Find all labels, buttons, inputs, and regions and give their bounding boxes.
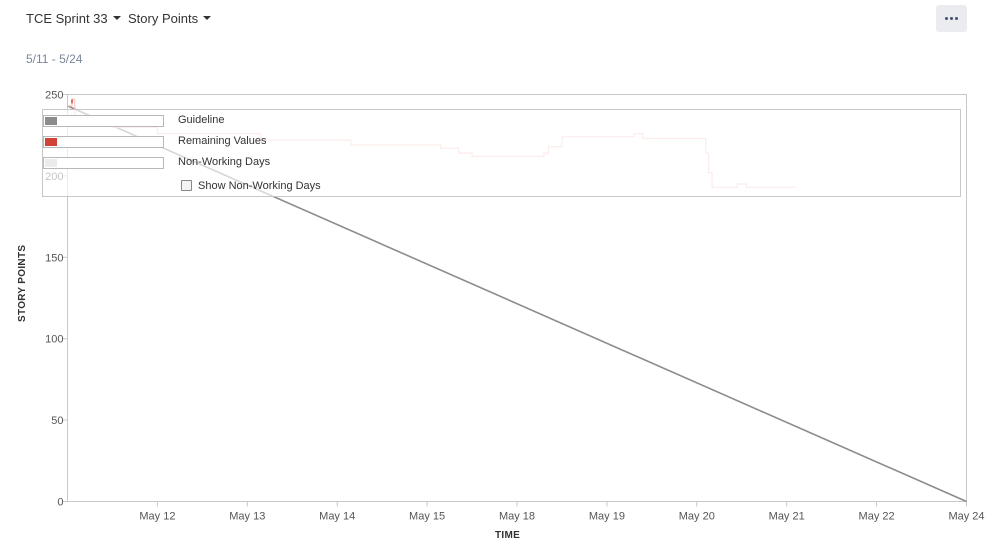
show-non-working-days-label: Show Non-Working Days xyxy=(198,180,321,192)
x-tick-label: May 14 xyxy=(319,511,355,523)
sprint-dropdown[interactable]: TCE Sprint 33 xyxy=(26,11,121,26)
y-tick-label: 50 xyxy=(51,415,63,427)
legend-item-remaining[interactable]: Remaining Values xyxy=(43,135,343,148)
x-tick-label: May 18 xyxy=(499,511,535,523)
x-tick-label: May 15 xyxy=(409,511,445,523)
x-tick-label: May 21 xyxy=(769,511,805,523)
legend-swatch-box xyxy=(43,136,164,148)
caret-down-icon xyxy=(112,16,121,20)
y-axis-label: STORY POINTS xyxy=(17,244,28,322)
x-axis-label: TIME xyxy=(495,530,521,541)
sprint-date-range: 5/11 - 5/24 xyxy=(26,52,83,66)
ellipsis-dot xyxy=(955,17,958,20)
y-tick-label: 250 xyxy=(45,90,63,102)
x-tick-label: May 24 xyxy=(948,511,984,523)
legend-swatch-box xyxy=(43,157,164,169)
legend-label-nonworking: Non-Working Days xyxy=(178,156,271,168)
x-tick-label: May 19 xyxy=(589,511,625,523)
chart-legend: Guideline Remaining Values Non-Working D… xyxy=(42,109,961,197)
x-tick-label: May 22 xyxy=(859,511,895,523)
estimation-dropdown-label: Story Points xyxy=(128,11,199,26)
show-non-working-days-toggle[interactable]: Show Non-Working Days xyxy=(181,180,381,194)
chart-header: TCE Sprint 33 Story Points xyxy=(0,0,998,40)
ellipsis-dot xyxy=(950,17,953,20)
legend-swatch-box xyxy=(43,115,164,127)
more-actions-button[interactable] xyxy=(936,5,967,32)
legend-swatch-guideline xyxy=(45,117,57,125)
legend-item-guideline[interactable]: Guideline xyxy=(43,114,343,127)
x-tick-label: May 13 xyxy=(229,511,265,523)
legend-label-guideline: Guideline xyxy=(178,114,225,126)
y-tick-label: 150 xyxy=(45,252,63,264)
x-tick-label: May 20 xyxy=(679,511,715,523)
y-tick-label: 100 xyxy=(45,334,63,346)
ellipsis-icon xyxy=(945,17,948,20)
legend-swatch-nonworking xyxy=(45,159,57,167)
legend-item-nonworking[interactable]: Non-Working Days xyxy=(43,156,343,169)
caret-down-icon xyxy=(203,16,212,20)
x-axis-ticks: May 12 May 13 May 14 May 15 May 18 May 19 May … xyxy=(139,501,985,523)
legend-swatch-remaining xyxy=(45,138,57,146)
legend-label-remaining: Remaining Values xyxy=(178,135,267,147)
show-non-working-days-checkbox[interactable] xyxy=(181,180,192,191)
estimation-dropdown[interactable]: Story Points xyxy=(128,11,212,26)
sprint-dropdown-label: TCE Sprint 33 xyxy=(26,11,108,26)
x-tick-label: May 12 xyxy=(139,511,175,523)
y-tick-label: 0 xyxy=(57,497,63,509)
